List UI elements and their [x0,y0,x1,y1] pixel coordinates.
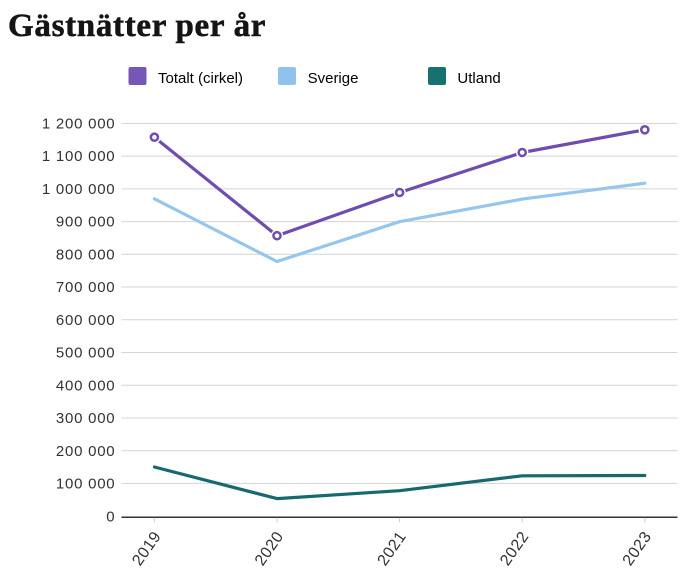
svg-text:2023: 2023 [620,529,655,570]
svg-text:2022: 2022 [497,529,532,570]
svg-text:400 000: 400 000 [56,377,115,394]
svg-text:Sverige: Sverige [308,70,359,87]
svg-text:800 000: 800 000 [56,246,115,263]
svg-text:Totalt (cirkel): Totalt (cirkel) [158,70,243,87]
svg-text:600 000: 600 000 [56,312,115,329]
svg-text:300 000: 300 000 [56,410,115,427]
svg-text:500 000: 500 000 [56,345,115,362]
svg-text:0: 0 [106,508,115,525]
svg-text:1 000 000: 1 000 000 [42,181,115,198]
svg-text:1 200 000: 1 200 000 [42,116,115,133]
svg-text:200 000: 200 000 [56,443,115,460]
svg-text:2019: 2019 [129,529,164,570]
svg-text:2021: 2021 [375,529,410,570]
svg-text:2020: 2020 [252,529,287,570]
svg-text:700 000: 700 000 [56,279,115,296]
svg-text:1 100 000: 1 100 000 [42,148,115,165]
svg-text:Utland: Utland [457,70,500,87]
svg-text:100 000: 100 000 [56,476,115,493]
svg-text:900 000: 900 000 [56,214,115,231]
